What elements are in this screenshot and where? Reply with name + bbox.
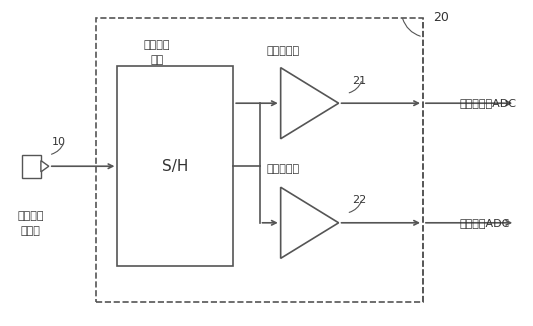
- Text: 输出给子ADC: 输出给子ADC: [460, 218, 510, 228]
- Text: 第一驱动部: 第一驱动部: [266, 47, 300, 56]
- Text: 10: 10: [52, 137, 66, 147]
- Text: 21: 21: [352, 76, 366, 86]
- Text: 20: 20: [433, 11, 449, 24]
- Polygon shape: [281, 68, 338, 139]
- Text: 22: 22: [352, 195, 366, 205]
- FancyBboxPatch shape: [117, 66, 233, 266]
- Text: S/H: S/H: [162, 159, 189, 174]
- Text: 模拟信号: 模拟信号: [17, 211, 44, 221]
- Text: 输出给参考ADC: 输出给参考ADC: [460, 98, 517, 108]
- Text: 第二驱动部: 第二驱动部: [266, 164, 300, 174]
- Polygon shape: [41, 161, 49, 172]
- Polygon shape: [281, 187, 338, 258]
- FancyBboxPatch shape: [22, 155, 41, 178]
- Text: 电路: 电路: [150, 54, 164, 65]
- Text: 采样保持: 采样保持: [143, 40, 170, 50]
- Text: 输入端: 输入端: [20, 226, 41, 236]
